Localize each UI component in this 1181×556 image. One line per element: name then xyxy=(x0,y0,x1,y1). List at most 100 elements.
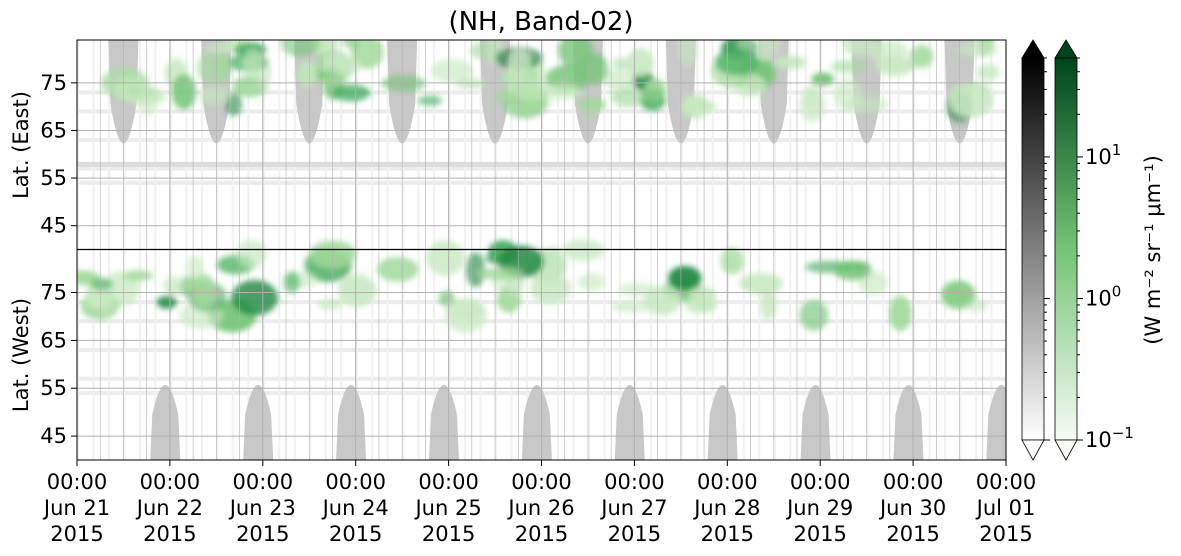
emission-blob xyxy=(888,295,912,332)
plot-area xyxy=(77,40,1006,460)
emission-blob xyxy=(280,40,320,57)
x-tick-label: Jun 30 xyxy=(878,496,946,520)
nightside-mask-west xyxy=(428,384,459,460)
y-axis-west: 75 65 55 45 xyxy=(40,281,77,448)
x-tick-label: 2015 xyxy=(701,522,754,546)
emission-blob xyxy=(205,43,234,55)
x-tick-label: 2015 xyxy=(793,522,846,546)
y-tick-label-west: 45 xyxy=(40,424,67,448)
nightside-mask-west xyxy=(521,384,552,460)
emission-blob xyxy=(612,57,632,68)
emission-blob xyxy=(969,81,991,95)
emission-blob xyxy=(338,274,377,307)
emission-blob xyxy=(163,275,182,297)
x-tick-label: Jun 22 xyxy=(135,496,203,520)
colorbar-greys xyxy=(1021,39,1045,461)
emission-blob xyxy=(539,83,584,100)
emission-blob xyxy=(714,47,760,76)
emission-blob xyxy=(610,88,646,107)
emission-blob xyxy=(611,301,650,313)
emission-blob xyxy=(243,49,263,78)
emission-blob xyxy=(841,40,874,57)
y-tick-label-east: 55 xyxy=(40,166,67,190)
x-tick-label: 00:00 xyxy=(140,470,201,494)
emission-blob xyxy=(941,280,976,309)
emission-blob xyxy=(811,72,835,86)
emission-blob xyxy=(626,48,654,77)
emission-blob xyxy=(562,239,605,261)
emission-blob xyxy=(831,59,867,74)
x-tick-label: 2015 xyxy=(608,522,661,546)
colorbar-tick-label: 10−1 xyxy=(1085,424,1134,452)
x-tick-label: 00:00 xyxy=(325,470,386,494)
y-tick-label-west: 55 xyxy=(40,376,67,400)
emission-blob xyxy=(438,290,455,307)
colorbar-greys-extend-top xyxy=(1021,39,1045,59)
chart-title: (NH, Band-02) xyxy=(448,7,633,37)
emission-blob xyxy=(689,286,717,307)
x-tick-label: Jun 21 xyxy=(42,496,110,520)
emission-blob xyxy=(342,40,359,49)
x-tick-label: 00:00 xyxy=(790,470,851,494)
emission-blob xyxy=(668,265,702,291)
emission-blob xyxy=(186,255,204,280)
emission-blob xyxy=(138,82,157,116)
emission-blob xyxy=(956,42,999,58)
emission-blob xyxy=(297,61,318,88)
emission-blob xyxy=(191,274,216,308)
x-tick-label: 00:00 xyxy=(976,470,1037,494)
y-tick-label-east: 65 xyxy=(40,118,67,142)
x-tick-label: Jun 26 xyxy=(506,496,574,520)
emission-blob xyxy=(843,96,890,113)
emission-blob xyxy=(418,95,442,106)
emission-blob xyxy=(332,84,371,102)
nightside-mask-west xyxy=(336,384,367,460)
emission-blob xyxy=(799,300,829,331)
emission-blob xyxy=(976,63,1000,81)
emission-blob xyxy=(309,240,357,268)
emission-blob xyxy=(430,59,474,83)
nightside-mask-west xyxy=(800,384,831,460)
emission-blob xyxy=(466,251,485,288)
colorbar-greens xyxy=(1054,39,1078,461)
y-tick-label-east: 75 xyxy=(40,71,67,95)
colorbar-label: (W m⁻² sr⁻¹ μm⁻¹) xyxy=(1141,155,1165,345)
emission-blob xyxy=(875,56,916,76)
y-tick-label-east: 45 xyxy=(40,214,67,238)
emission-blob xyxy=(760,289,777,321)
x-tick-label: 00:00 xyxy=(604,470,665,494)
emission-blob xyxy=(578,273,606,291)
colorbar-greens-extend-bottom xyxy=(1054,439,1078,461)
emission-blob xyxy=(799,87,826,123)
x-tick-label: Jun 28 xyxy=(692,496,760,520)
emission-blob xyxy=(98,288,115,315)
x-tick-label: Jun 29 xyxy=(785,496,853,520)
emission-blob xyxy=(330,56,363,75)
y-axis-label-west: Lat. (West) xyxy=(9,298,33,412)
nightside-mask-west xyxy=(707,384,738,460)
x-tick-label: 2015 xyxy=(143,522,196,546)
emission-blob xyxy=(681,93,709,119)
x-tick-label: Jun 24 xyxy=(321,496,389,520)
emission-blob xyxy=(123,270,154,281)
nightside-mask-west xyxy=(243,384,274,460)
emission-blob xyxy=(677,40,699,67)
x-tick-label: 2015 xyxy=(236,522,289,546)
emission-blob xyxy=(508,49,531,77)
nightside-mask-west xyxy=(893,384,924,460)
x-tick-label: 00:00 xyxy=(883,470,944,494)
y-axis-label-east: Lat. (East) xyxy=(9,91,33,199)
x-tick-label: 2015 xyxy=(886,522,939,546)
emission-blob xyxy=(199,86,231,105)
emission-blob xyxy=(720,247,745,275)
y-axis-east: 45 55 65 75 xyxy=(40,71,77,238)
colorbar-greys-body xyxy=(1021,57,1045,441)
emission-blob xyxy=(774,55,807,70)
emission-blob xyxy=(426,240,465,276)
nightside-mask-west xyxy=(614,384,645,460)
emission-blob xyxy=(477,267,524,280)
emission-blob xyxy=(739,272,784,295)
emission-blob xyxy=(317,299,343,310)
emission-blob xyxy=(643,286,681,316)
